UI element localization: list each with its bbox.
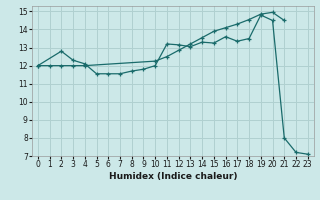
X-axis label: Humidex (Indice chaleur): Humidex (Indice chaleur) [108,172,237,181]
